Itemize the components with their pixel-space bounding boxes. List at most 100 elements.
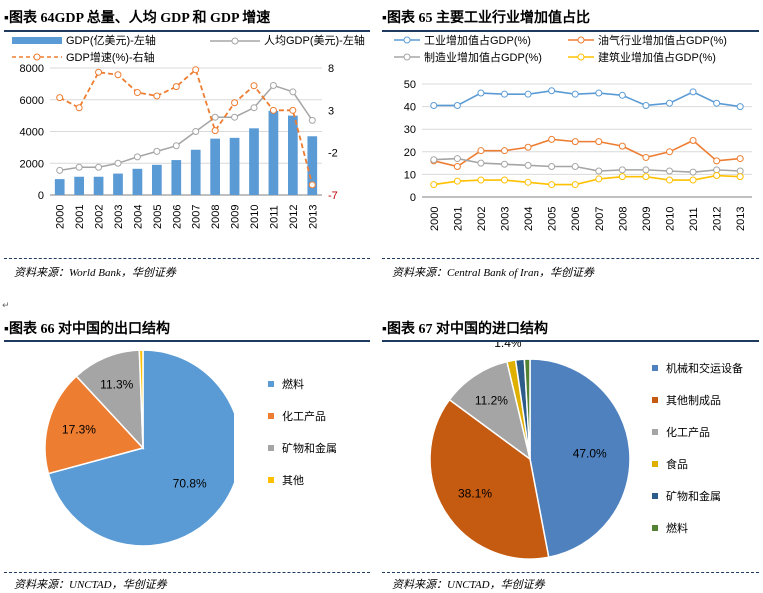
series-point: [642, 166, 650, 174]
series-point: [666, 148, 673, 156]
legend-item: 化工产品: [268, 400, 337, 432]
x-tick-label: 2010: [665, 207, 677, 231]
bar-gdp: [249, 128, 259, 195]
legend-swatch: [652, 461, 658, 467]
chart66-figure: 70.8% 17.3% 11.3%: [44, 349, 234, 547]
x-tick-label: 2013: [735, 207, 747, 231]
legend-marker-per-capita: [231, 37, 239, 45]
legend-marker-growth: [33, 53, 41, 61]
bar-gdp: [229, 137, 240, 195]
import-slice-label: 38.1%: [458, 487, 492, 501]
bar-gdp: [288, 115, 298, 195]
chart64-bottom-rule: [4, 258, 370, 259]
chart65-bottom-rule: [382, 258, 759, 259]
point-gdp-growth: [308, 181, 316, 189]
series-point: [736, 173, 744, 181]
series-point: [666, 167, 673, 175]
import-slice-label: 1.4%: [494, 342, 522, 350]
chart66-source: 资料来源：UNCTAD，华创证券: [14, 579, 167, 591]
series-point: [477, 147, 485, 155]
export-slice: [75, 349, 144, 450]
legend-item: 燃料: [268, 368, 337, 400]
export-slice-label: 17.3%: [62, 423, 96, 437]
legend-swatch: [652, 429, 658, 435]
series-point: [713, 166, 721, 174]
y-tick-label: 0: [410, 192, 416, 204]
legend-swatch: [268, 445, 274, 451]
export-slice-label: 70.8%: [173, 477, 207, 491]
y-left-tick-label: 6000: [20, 95, 44, 107]
chart65-top-rule: [382, 30, 759, 32]
bar-gdp: [268, 110, 279, 195]
x-tick-label: 2001: [452, 207, 464, 231]
import-slice-label: 11.2%: [475, 394, 508, 408]
series-line: [433, 157, 741, 173]
series-point: [548, 135, 556, 143]
legend-label-per-capita: 人均GDP(美元)-左轴: [264, 33, 365, 47]
series-point: [642, 101, 650, 109]
point-gdp-growth: [95, 68, 103, 76]
series-point: [736, 167, 744, 175]
y-left-tick-label: 2000: [20, 158, 44, 170]
point-gdp-growth: [56, 94, 64, 102]
point-gdp-growth: [250, 82, 258, 90]
chart67-source: 资料来源：UNCTAD，华创证券: [392, 579, 545, 591]
legend-label: 食品: [666, 459, 688, 471]
chart67-bottom-rule: [382, 572, 759, 573]
y-left-tick-label: 0: [38, 190, 44, 202]
point-gdp-growth: [231, 99, 239, 107]
legend-swatch-gdp: [12, 37, 62, 44]
series-point: [713, 99, 721, 107]
y-left-tick-label: 8000: [20, 63, 44, 75]
import-slice: [529, 358, 631, 559]
x-tick-label: 2005: [547, 207, 559, 231]
series-point: [618, 173, 626, 181]
paragraph-mark-icon: ↵: [2, 300, 10, 310]
chart65-source: 资料来源：Central Bank of Iran，华创证券: [392, 267, 594, 279]
point-gdp-growth: [75, 104, 83, 112]
chart67-title: ▪图表 67 对中国的进口结构: [382, 322, 548, 337]
bar-gdp: [74, 176, 84, 195]
legend-item: 燃料: [652, 512, 743, 544]
legend-label: 机械和交运设备: [666, 363, 743, 375]
x-tick-label: 2011: [688, 207, 700, 231]
legend-item: 其他制成品: [652, 384, 743, 416]
legend-item: 食品: [652, 448, 743, 480]
series-point: [477, 176, 485, 184]
series-point: [618, 142, 626, 150]
series-point: [642, 173, 650, 181]
x-tick-label: 2004: [523, 207, 535, 231]
x-tick-label: 2002: [476, 207, 488, 231]
legend-label: 化工产品: [282, 411, 326, 423]
point-gdp-per-capita: [95, 163, 103, 171]
chart64-top-rule: [4, 30, 370, 32]
bar-gdp: [190, 149, 201, 195]
legend-label: 工业增加值占GDP(%): [424, 33, 531, 47]
series-point: [477, 89, 485, 97]
chart64-legend: GDP(亿美元)-左轴 人均GDP(美元)-左轴 GDP增速(%)-右轴: [12, 33, 365, 64]
bar-gdp: [171, 160, 182, 195]
point-gdp-growth: [172, 83, 180, 91]
series-line: [433, 138, 741, 168]
point-gdp-per-capita: [289, 88, 297, 96]
legend-item: 矿物和金属: [268, 432, 337, 464]
legend-marker: [403, 53, 411, 61]
series-point: [524, 178, 532, 186]
series-point: [501, 160, 508, 168]
series-point: [548, 162, 556, 170]
legend-label: 燃料: [666, 523, 688, 535]
import-slice: [448, 360, 532, 461]
legend-label: 矿物和金属: [282, 443, 337, 455]
chart66-bottom-rule: [4, 572, 370, 573]
x-tick-label: 2007: [594, 207, 606, 231]
x-tick-label: 2012: [288, 205, 300, 229]
chart64-figure: GDP(亿美元)-左轴 人均GDP(美元)-左轴 GDP增速(%)-右轴 0 2000 4…: [12, 33, 365, 229]
series-point: [713, 157, 721, 165]
chart66-legend: 燃料 化工产品 矿物和金属 其他: [268, 368, 337, 496]
series-point: [689, 176, 697, 184]
series-point: [618, 166, 626, 174]
legend-swatch: [268, 413, 274, 419]
x-tick-label: 2008: [617, 207, 629, 231]
x-tick-label: 2003: [113, 205, 125, 229]
legend-label-gdp: GDP(亿美元)-左轴: [66, 33, 156, 47]
